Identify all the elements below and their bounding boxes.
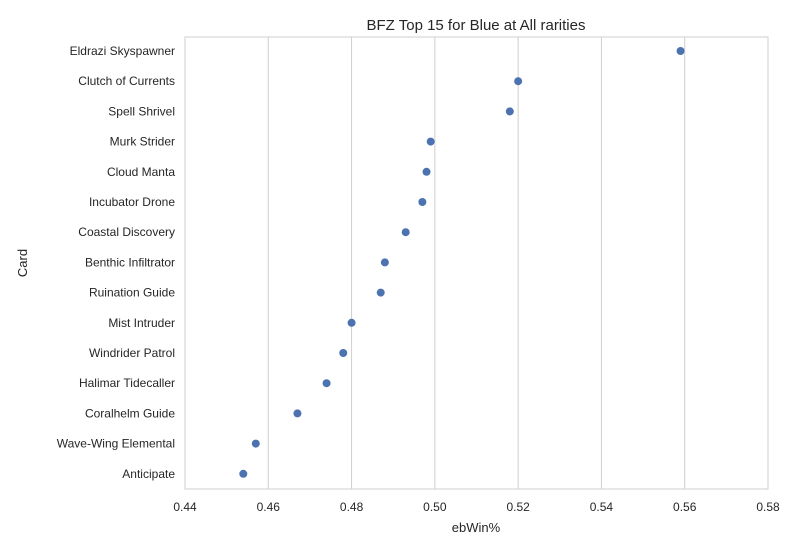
y-tick-label: Spell Shrivel [108, 104, 175, 118]
y-tick-label: Halimar Tidecaller [79, 376, 175, 390]
data-point [418, 198, 427, 206]
data-point [505, 107, 514, 116]
x-axis-label: ebWin% [452, 520, 501, 535]
data-point [426, 137, 435, 146]
x-tick-label: 0.44 [173, 500, 197, 514]
data-point [422, 167, 431, 176]
y-tick-label: Eldrazi Skyspawner [70, 44, 175, 58]
data-point [239, 469, 248, 478]
y-tick-label: Ruination Guide [89, 286, 175, 300]
y-tick-labels: Eldrazi Skyspawner Clutch of Currents Spel… [57, 44, 176, 481]
x-tick-label: 0.58 [756, 500, 780, 514]
y-tick-label: Benthic Infiltrator [85, 255, 175, 269]
data-point [376, 288, 385, 297]
data-point [251, 439, 260, 448]
x-tick-label: 0.56 [673, 500, 697, 514]
grid-layer [184, 37, 769, 489]
data-point [347, 318, 356, 327]
data-point [514, 77, 523, 86]
data-point [380, 258, 389, 267]
chart-title: BFZ Top 15 for Blue at All rarities [367, 17, 586, 34]
y-tick-label: Cloud Manta [107, 165, 175, 179]
y-tick-label: Coralhelm Guide [85, 406, 175, 420]
x-tick-label: 0.52 [506, 500, 530, 514]
y-tick-label: Coastal Discovery [78, 225, 175, 239]
data-point [676, 47, 685, 55]
x-tick-label: 0.50 [423, 500, 447, 514]
data-point [322, 379, 331, 388]
data-point [401, 228, 410, 237]
plot-frame [184, 36, 769, 490]
y-tick-label: Wave-Wing Elemental [57, 437, 175, 451]
y-tick-label: Anticipate [122, 467, 175, 481]
x-tick-labels: 0.44 0.46 0.48 0.50 0.52 0.54 0.56 0.58 [173, 500, 780, 514]
x-tick-label: 0.46 [257, 500, 281, 514]
y-tick-label: Mist Intruder [108, 316, 175, 330]
y-axis-label: Card [15, 249, 30, 277]
y-tick-label: Windrider Patrol [89, 346, 175, 360]
x-tick-label: 0.54 [590, 500, 614, 514]
y-tick-label: Clutch of Currents [78, 74, 175, 88]
x-tick-label: 0.48 [340, 500, 364, 514]
data-point [293, 409, 302, 418]
y-tick-label: Murk Strider [110, 135, 175, 149]
point-layer [239, 47, 685, 478]
data-point [339, 349, 348, 357]
y-tick-label: Incubator Drone [89, 195, 175, 209]
